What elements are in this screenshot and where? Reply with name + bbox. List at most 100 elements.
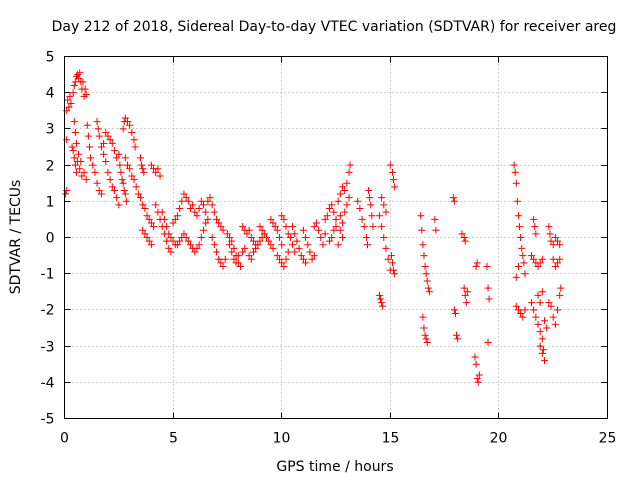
data-point-marker <box>208 234 216 241</box>
data-point-marker <box>232 259 240 267</box>
data-point-marker <box>137 154 145 162</box>
data-point-marker <box>226 241 234 249</box>
data-point-marker <box>100 139 108 147</box>
data-point-marker <box>419 241 427 249</box>
data-point-marker <box>131 143 139 151</box>
data-point-marker <box>299 226 307 234</box>
data-point-marker <box>417 212 425 220</box>
data-point-marker <box>557 284 565 292</box>
data-point-marker <box>549 241 557 249</box>
data-point-marker <box>249 248 257 256</box>
data-point-marker <box>219 226 227 234</box>
data-point-marker <box>321 215 329 223</box>
data-point-marker <box>147 241 155 249</box>
data-point-marker <box>419 313 427 321</box>
data-point-marker <box>230 244 238 252</box>
data-point-marker <box>386 161 394 169</box>
data-point-marker <box>95 186 103 194</box>
data-point-marker <box>391 270 399 278</box>
data-point-marker <box>473 259 481 267</box>
data-point-marker <box>484 338 492 346</box>
data-point-marker <box>421 262 429 270</box>
data-point-marker <box>83 121 91 129</box>
data-point-marker <box>150 223 158 231</box>
data-point-marker <box>178 197 186 205</box>
data-point-marker <box>137 194 145 202</box>
data-point-marker <box>323 212 331 220</box>
y-axis: -5 -4 -3 -2 -1 0 1 2 3 4 5 <box>41 50 608 428</box>
data-point-marker <box>217 259 225 267</box>
x-tick-label: 25 <box>599 431 617 447</box>
data-point-marker <box>521 270 529 278</box>
data-point-marker <box>546 230 554 238</box>
data-point-marker <box>387 252 395 260</box>
data-point-marker <box>390 266 398 274</box>
x-tick-label: 5 <box>169 431 178 447</box>
data-point-marker <box>451 310 459 318</box>
data-point-marker <box>71 161 79 169</box>
data-point-marker <box>461 291 469 299</box>
data-point-marker <box>365 186 373 194</box>
data-point-marker <box>204 215 212 223</box>
data-point-marker <box>186 205 194 213</box>
data-point-marker <box>291 230 299 238</box>
data-point-marker <box>511 168 519 176</box>
data-point-marker <box>536 328 544 336</box>
data-point-marker <box>89 161 97 169</box>
data-point-marker <box>332 215 340 223</box>
data-point-marker <box>167 248 175 256</box>
data-point-marker <box>345 194 353 202</box>
data-point-marker <box>463 288 471 296</box>
data-point-marker <box>304 241 312 249</box>
data-point-marker <box>123 118 131 126</box>
data-point-marker <box>425 288 433 296</box>
data-point-marker <box>518 244 526 252</box>
y-tick-label: -5 <box>41 412 55 428</box>
data-point-marker <box>213 215 221 223</box>
data-point-marker <box>113 194 121 202</box>
data-point-marker <box>319 241 327 249</box>
data-point-marker <box>418 226 426 234</box>
data-point-marker <box>193 212 201 220</box>
data-point-marker <box>173 212 181 220</box>
data-point-marker <box>119 179 127 187</box>
data-point-marker <box>72 139 80 147</box>
data-point-marker <box>158 208 166 216</box>
data-point-marker <box>534 291 542 299</box>
data-point-marker <box>551 234 559 241</box>
data-point-marker <box>118 176 126 184</box>
data-point-marker <box>247 234 255 241</box>
data-point-marker <box>239 223 247 231</box>
data-point-marker <box>67 100 75 108</box>
data-point-marker <box>556 241 564 249</box>
data-point-marker <box>165 230 173 238</box>
data-point-marker <box>139 201 147 209</box>
data-point-marker <box>197 197 205 205</box>
data-point-marker <box>278 241 286 249</box>
data-point-marker <box>422 335 430 343</box>
data-point-marker <box>380 234 388 241</box>
data-point-marker <box>289 241 297 249</box>
data-point-marker <box>310 252 318 260</box>
data-point-marker <box>106 136 114 144</box>
data-point-marker <box>66 92 74 100</box>
data-point-marker <box>530 215 538 223</box>
data-point-marker <box>536 259 544 267</box>
data-point-marker <box>556 255 564 263</box>
data-point-marker <box>102 157 110 165</box>
x-tick-label: 10 <box>273 431 291 447</box>
data-point-marker <box>345 168 353 176</box>
data-point-marker <box>512 302 520 310</box>
data-point-marker <box>108 183 116 191</box>
data-point-marker <box>512 179 520 187</box>
data-point-marker <box>70 154 78 162</box>
data-point-marker <box>215 219 223 227</box>
data-point-marker <box>72 168 80 176</box>
data-point-marker <box>449 194 457 202</box>
data-point-marker <box>200 201 208 209</box>
data-point-marker <box>100 150 108 158</box>
data-point-marker <box>273 252 281 260</box>
data-point-marker <box>547 237 555 245</box>
data-point-marker <box>423 277 431 285</box>
data-point-marker <box>378 299 386 307</box>
